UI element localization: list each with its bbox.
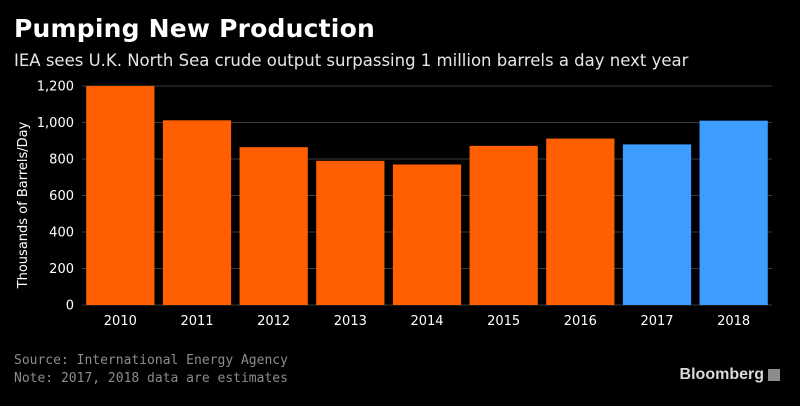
y-tick-label: 600 [49,189,74,204]
y-tick-label: 200 [49,262,74,277]
y-tick-label: 800 [49,153,74,168]
bars [86,86,768,305]
bar-2015 [469,145,538,305]
x-tick-label: 2013 [334,314,367,329]
x-tick-label: 2018 [717,314,750,329]
bar-2013 [316,160,385,305]
brand-logo: Bloomberg [680,366,780,384]
bar-2017 [622,144,692,305]
y-tick-label: 400 [49,226,74,241]
x-tick-label: 2010 [104,314,137,329]
x-tick-label: 2017 [640,314,673,329]
chart-footer: Source: International Energy Agency Note… [14,352,288,388]
y-tick-label: 1,200 [37,80,74,95]
bar-2016 [546,138,615,305]
x-tick-label: 2014 [410,314,443,329]
source-note: Source: International Energy Agency [14,353,288,368]
chart-title: Pumping New Production [14,14,375,43]
y-tick-label: 1,000 [37,116,74,131]
brand-name: Bloomberg [679,366,764,383]
bar-2014 [392,164,462,305]
estimate-note: Note: 2017, 2018 data are estimates [14,371,288,386]
bar-2018 [699,120,768,305]
y-axis-label: Thousands of Barrels/Day [16,121,31,289]
bar-2011 [162,120,232,305]
chart-subtitle: IEA sees U.K. North Sea crude output sur… [14,51,689,70]
bar-chart: 0 200 400 600 800 1,000 1,200 2010 2011 2012 2013… [16,80,772,329]
bloomberg-chart-icon [768,369,780,381]
y-tick-label: 0 [66,299,74,314]
y-axis-ticks: 0 200 400 600 800 1,000 1,200 [37,80,74,314]
bar-2010 [86,86,155,305]
x-tick-label: 2016 [564,314,597,329]
x-tick-label: 2012 [257,314,290,329]
bar-2012 [239,147,308,305]
x-axis-ticks: 2010 2011 2012 2013 2014 2015 2016 2017 2018 [104,314,750,329]
x-tick-label: 2011 [180,314,213,329]
x-tick-label: 2015 [487,314,520,329]
